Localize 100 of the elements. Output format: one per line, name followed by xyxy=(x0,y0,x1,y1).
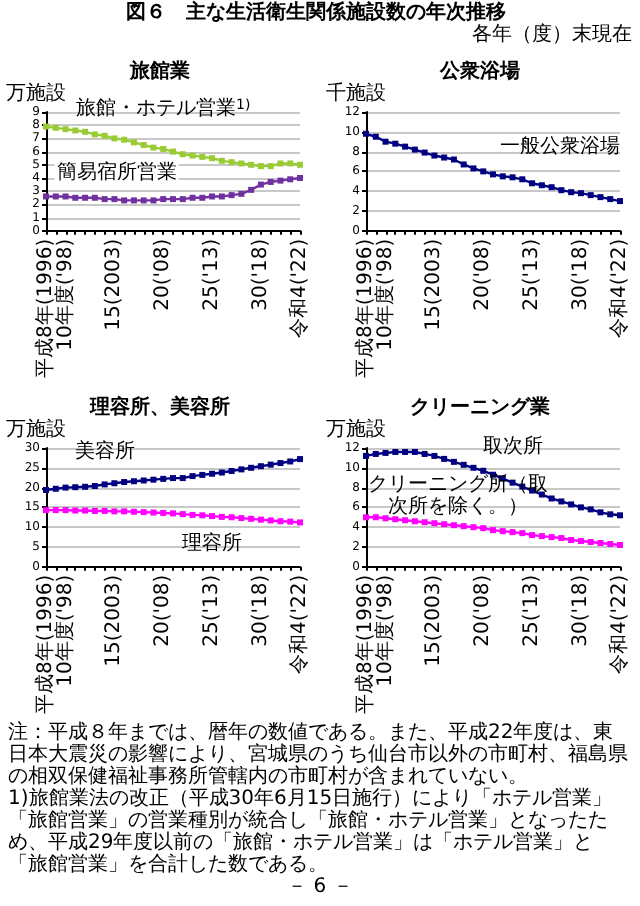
point xyxy=(62,484,69,491)
point xyxy=(238,515,245,522)
point xyxy=(548,534,555,541)
x-tick-label: 平成8年(1996) xyxy=(353,238,377,379)
point xyxy=(421,149,428,156)
point xyxy=(140,477,147,484)
point xyxy=(209,193,216,200)
point xyxy=(228,159,235,166)
point xyxy=(228,514,235,521)
x-tick-label: 30('18) xyxy=(569,574,592,647)
point xyxy=(257,163,264,170)
line-series xyxy=(43,456,303,493)
point xyxy=(150,509,157,516)
x-tick-label: 30('18) xyxy=(249,238,272,311)
x-tick-label: 25('13) xyxy=(201,238,224,311)
point xyxy=(277,177,284,184)
point xyxy=(189,473,196,480)
chart-title: クリーニング業 xyxy=(410,395,550,419)
series-label: 取次所 xyxy=(482,433,543,458)
point xyxy=(392,516,399,523)
x-tick-label: 20('08) xyxy=(472,238,495,311)
y-axis-title: 万施設 xyxy=(6,81,66,105)
point xyxy=(382,515,389,522)
point xyxy=(402,517,409,524)
point xyxy=(480,525,487,532)
text: 1)旅館業法の改正（平成30年6月15日施行）により「ホテル営業」「旅館営業」の営業種別が統合し「旅館・ホテル営業」となったため、平成29年度以前の「旅館・ホテル営業」は「ホテル営業」と「旅館営業」を合計した数である。 xyxy=(8,788,615,876)
point xyxy=(189,194,196,201)
point xyxy=(607,511,614,518)
point xyxy=(160,196,167,203)
x-tick-label: 25('13) xyxy=(521,574,544,647)
point xyxy=(121,508,128,515)
line-series xyxy=(43,507,303,526)
point xyxy=(411,518,418,525)
point xyxy=(587,192,594,199)
x-tick-label: 30('18) xyxy=(249,574,272,647)
point xyxy=(179,196,186,203)
point xyxy=(509,174,516,181)
point xyxy=(82,507,89,514)
x-tick-label: 令和4('22) xyxy=(607,574,631,675)
point xyxy=(62,193,69,200)
point xyxy=(577,538,584,545)
point xyxy=(62,507,69,514)
point xyxy=(130,139,137,146)
point xyxy=(43,507,49,514)
point xyxy=(218,193,225,200)
point xyxy=(238,160,245,167)
point xyxy=(538,182,545,189)
point xyxy=(450,458,457,465)
point xyxy=(470,464,477,471)
point xyxy=(402,143,409,150)
point xyxy=(431,520,438,527)
point xyxy=(43,193,49,200)
x-tick-label: 10年度('98) xyxy=(52,574,77,687)
point xyxy=(363,514,369,521)
line-series xyxy=(363,514,623,548)
point xyxy=(470,524,477,531)
point xyxy=(130,478,137,485)
point xyxy=(140,141,147,148)
chart-title: 理容所、美容所 xyxy=(88,395,230,419)
point xyxy=(287,458,294,465)
point xyxy=(121,479,128,486)
point xyxy=(91,131,98,138)
point xyxy=(568,501,575,508)
point xyxy=(199,194,206,201)
point xyxy=(460,523,467,530)
point xyxy=(499,528,506,535)
point xyxy=(72,194,79,201)
point xyxy=(238,466,245,473)
point xyxy=(480,168,487,175)
point xyxy=(441,154,448,161)
point xyxy=(248,515,255,522)
point xyxy=(121,136,128,143)
x-tick-label: 15(2003) xyxy=(423,574,446,667)
x-tick-label: 平成8年(1996) xyxy=(33,238,57,379)
point xyxy=(538,533,545,540)
x-tick-label: 15(2003) xyxy=(103,238,126,331)
x-tick-label: 10年度('98) xyxy=(372,574,397,687)
point xyxy=(209,513,216,520)
point xyxy=(91,483,98,490)
x-tick-label: 15(2003) xyxy=(103,574,126,667)
series-label: 理容所 xyxy=(182,531,243,556)
point xyxy=(82,483,89,490)
point xyxy=(431,152,438,159)
point xyxy=(297,456,303,463)
y-axis-title: 万施設 xyxy=(326,417,386,441)
point xyxy=(372,450,379,457)
point xyxy=(179,511,186,518)
point xyxy=(111,135,118,142)
point xyxy=(372,133,379,140)
point xyxy=(150,197,157,204)
point xyxy=(101,481,108,488)
point xyxy=(509,529,516,536)
point xyxy=(277,460,284,467)
x-tick-label: 15(2003) xyxy=(423,238,446,331)
point xyxy=(277,518,284,525)
point xyxy=(111,196,118,203)
point xyxy=(199,512,206,519)
x-tick-label: 20('08) xyxy=(152,238,175,311)
point xyxy=(382,138,389,145)
point xyxy=(62,126,69,133)
